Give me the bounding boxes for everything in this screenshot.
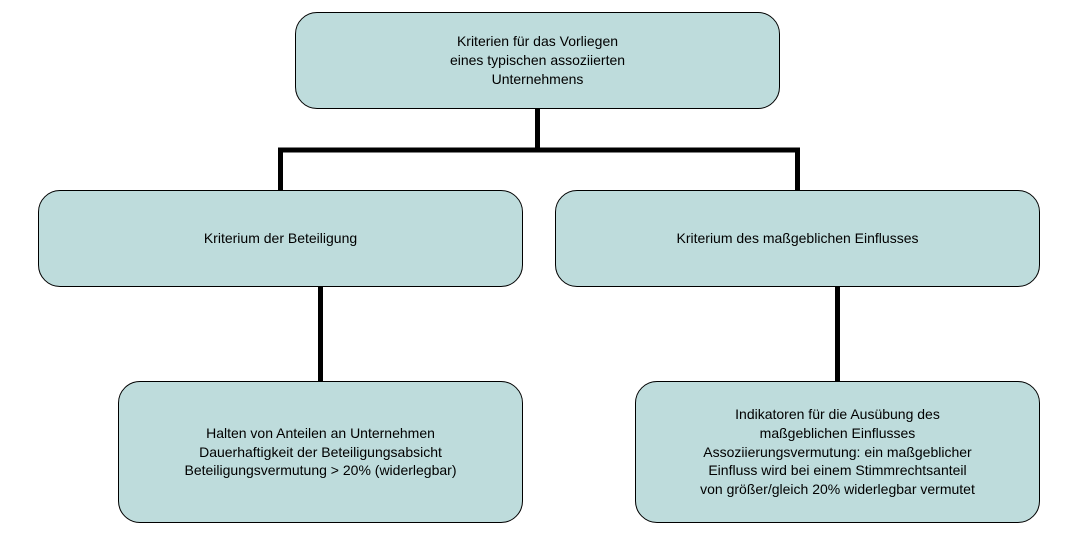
node-right2: Indikatoren für die Ausübung desmaßgebli… bbox=[635, 381, 1040, 523]
node-right1: Kriterium des maßgeblichen Einflusses bbox=[555, 190, 1040, 287]
node-right2-label: Indikatoren für die Ausübung desmaßgebli… bbox=[700, 405, 975, 499]
node-root-label: Kriterien für das Vorliegeneines typisch… bbox=[450, 32, 625, 89]
node-root: Kriterien für das Vorliegeneines typisch… bbox=[295, 12, 780, 109]
node-left2: Halten von Anteilen an UnternehmenDauerh… bbox=[118, 381, 523, 523]
node-left1: Kriterium der Beteiligung bbox=[38, 190, 523, 287]
node-right1-label: Kriterium des maßgeblichen Einflusses bbox=[677, 229, 919, 248]
diagram-canvas: Kriterien für das Vorliegeneines typisch… bbox=[0, 0, 1080, 547]
node-left1-label: Kriterium der Beteiligung bbox=[204, 229, 357, 248]
node-left2-label: Halten von Anteilen an UnternehmenDauerh… bbox=[185, 424, 457, 481]
